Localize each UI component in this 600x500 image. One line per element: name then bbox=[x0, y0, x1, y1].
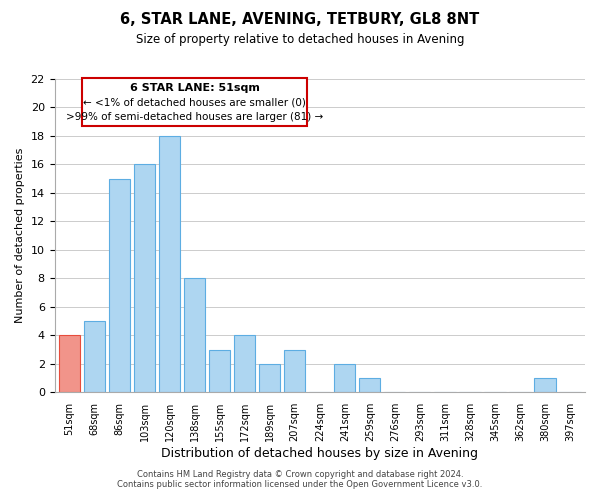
Y-axis label: Number of detached properties: Number of detached properties bbox=[15, 148, 25, 324]
FancyBboxPatch shape bbox=[82, 78, 307, 126]
Bar bbox=[359, 378, 380, 392]
X-axis label: Distribution of detached houses by size in Avening: Distribution of detached houses by size … bbox=[161, 447, 478, 460]
Bar bbox=[84, 321, 105, 392]
Bar bbox=[109, 178, 130, 392]
Bar bbox=[59, 336, 80, 392]
Text: ← <1% of detached houses are smaller (0): ← <1% of detached houses are smaller (0) bbox=[83, 97, 306, 107]
Bar bbox=[334, 364, 355, 392]
Bar bbox=[184, 278, 205, 392]
Bar bbox=[134, 164, 155, 392]
Text: >99% of semi-detached houses are larger (81) →: >99% of semi-detached houses are larger … bbox=[66, 112, 323, 122]
Bar bbox=[159, 136, 180, 392]
Bar bbox=[209, 350, 230, 393]
Text: Size of property relative to detached houses in Avening: Size of property relative to detached ho… bbox=[136, 32, 464, 46]
Bar bbox=[259, 364, 280, 392]
Bar bbox=[535, 378, 556, 392]
Bar bbox=[284, 350, 305, 393]
Text: Contains HM Land Registry data © Crown copyright and database right 2024.
Contai: Contains HM Land Registry data © Crown c… bbox=[118, 470, 482, 489]
Text: 6, STAR LANE, AVENING, TETBURY, GL8 8NT: 6, STAR LANE, AVENING, TETBURY, GL8 8NT bbox=[121, 12, 479, 28]
Text: 6 STAR LANE: 51sqm: 6 STAR LANE: 51sqm bbox=[130, 83, 260, 93]
Bar bbox=[234, 336, 256, 392]
